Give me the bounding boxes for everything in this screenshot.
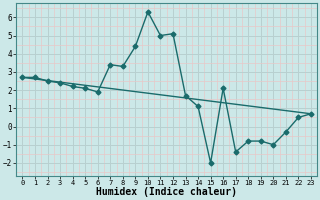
X-axis label: Humidex (Indice chaleur): Humidex (Indice chaleur) <box>96 187 237 197</box>
